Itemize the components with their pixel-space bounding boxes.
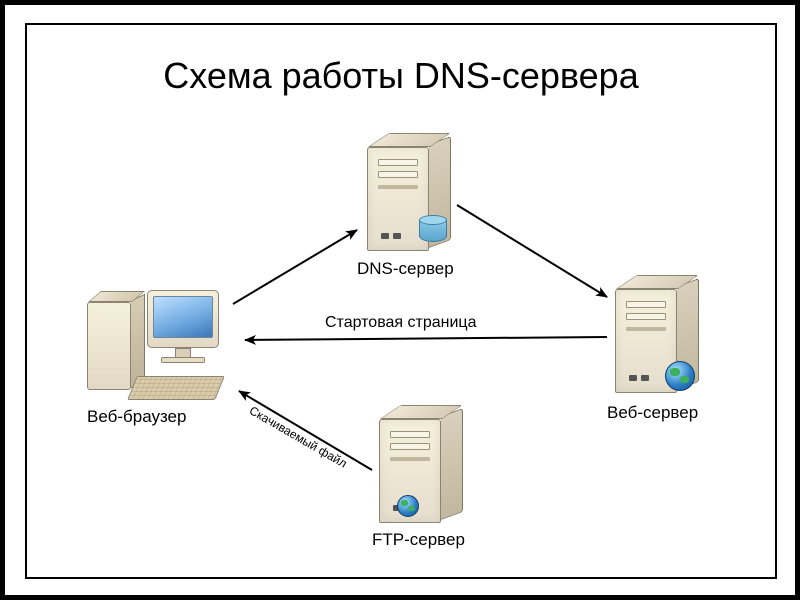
- node-browser-label: Веб-браузер: [87, 407, 186, 427]
- diagram-canvas: Схема работы DNS-сервера: [25, 23, 777, 579]
- desktop-computer-icon: [87, 280, 237, 400]
- globe-icon: [397, 495, 419, 517]
- node-web-server: [615, 275, 701, 395]
- node-ftp-server: [379, 405, 465, 525]
- edge-label-start-page: Стартовая страница: [325, 314, 476, 332]
- node-web-browser: [87, 280, 237, 400]
- database-icon: [419, 215, 447, 245]
- node-ftp-label: FTP-сервер: [372, 530, 465, 550]
- node-dns-server: [367, 133, 453, 253]
- node-dns-label: DNS-сервер: [357, 259, 454, 279]
- server-icon: [379, 405, 465, 525]
- outer-frame: Схема работы DNS-сервера: [0, 0, 800, 600]
- globe-icon: [665, 361, 695, 391]
- diagram-title: Схема работы DNS-сервера: [27, 55, 775, 97]
- edge-label-downloaded-file: Скачиваемый файл: [247, 403, 350, 470]
- node-web-label: Веб-сервер: [607, 403, 698, 423]
